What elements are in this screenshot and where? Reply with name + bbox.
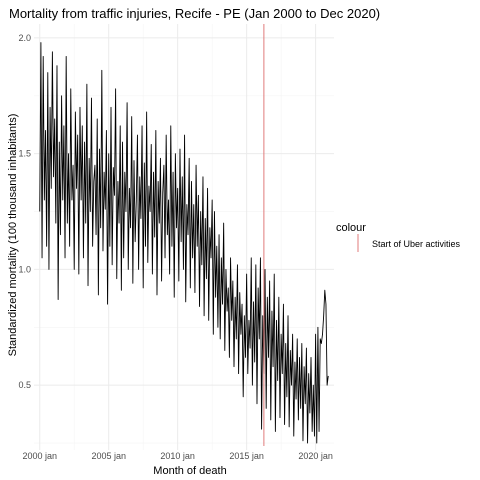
legend: colour Start of Uber activities — [336, 222, 461, 252]
x-tick-labels: 2000 jan 2005 jan 2010 jan 2015 jan 2020 jan — [22, 451, 332, 461]
y-tick-label: 2.0 — [18, 33, 31, 43]
x-tick-label: 2000 jan — [22, 451, 57, 461]
x-tick-label: 2015 jan — [229, 451, 264, 461]
x-tick-label: 2005 jan — [91, 451, 126, 461]
legend-title: colour — [336, 222, 366, 234]
y-tick-labels: 0.5 1.0 1.5 2.0 — [18, 33, 31, 390]
y-axis-title: Standardized mortality (100 thousand inh… — [7, 114, 19, 357]
y-tick-label: 1.0 — [18, 264, 31, 274]
chart-title: Mortality from traffic injuries, Recife … — [9, 6, 380, 21]
y-tick-label: 0.5 — [18, 380, 31, 390]
x-tick-label: 2020 jan — [298, 451, 333, 461]
legend-entry-label: Start of Uber activities — [372, 239, 461, 249]
y-tick-label: 1.5 — [18, 149, 31, 159]
x-axis-title: Month of death — [153, 465, 226, 477]
series-line-group — [39, 42, 329, 444]
x-tick-label: 2010 jan — [160, 451, 195, 461]
series-line — [39, 42, 329, 444]
